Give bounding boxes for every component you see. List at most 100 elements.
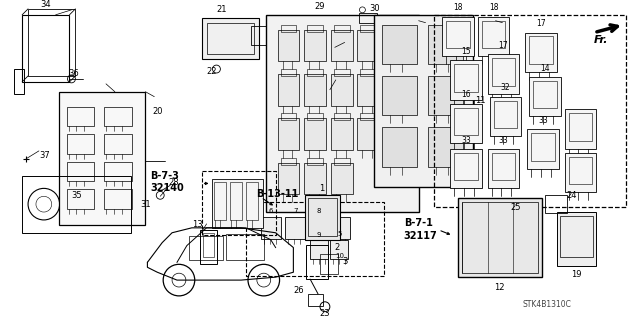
Bar (189, 236, 223, 260)
Bar (202, 171, 276, 235)
Bar (304, 118, 326, 150)
Bar (200, 230, 218, 264)
Bar (230, 182, 242, 220)
Bar (304, 74, 326, 106)
Text: 18: 18 (453, 4, 463, 12)
Bar (310, 240, 328, 259)
Text: 32117: 32117 (404, 231, 438, 241)
Text: STK4B1310C: STK4B1310C (522, 300, 571, 309)
Bar (358, 118, 379, 150)
Text: 22: 22 (206, 68, 217, 77)
Bar (227, 234, 264, 260)
Bar (478, 17, 509, 56)
Text: 14: 14 (540, 63, 550, 72)
Bar (529, 77, 561, 116)
Bar (450, 60, 482, 100)
Bar (280, 114, 296, 120)
Bar (280, 69, 296, 76)
Bar (454, 64, 478, 92)
Text: 33: 33 (538, 116, 548, 125)
Bar (360, 114, 376, 120)
Text: 5: 5 (337, 231, 342, 237)
Bar (374, 15, 473, 187)
Bar (450, 149, 482, 189)
Bar (382, 25, 417, 64)
Bar (307, 114, 323, 120)
Bar (334, 158, 349, 165)
Bar (531, 133, 555, 161)
Bar (304, 30, 326, 61)
Text: 2: 2 (335, 243, 340, 252)
Bar (285, 217, 305, 239)
Bar (331, 74, 353, 106)
Text: 33: 33 (461, 136, 471, 145)
Text: 35: 35 (71, 191, 82, 200)
Bar (446, 21, 470, 48)
Text: 12: 12 (494, 283, 505, 292)
Text: 1: 1 (319, 184, 324, 193)
Bar (557, 212, 596, 266)
Text: 18: 18 (489, 4, 499, 12)
Text: 19: 19 (571, 270, 582, 279)
Bar (307, 25, 323, 32)
Bar (104, 162, 132, 182)
Bar (266, 15, 419, 212)
Bar (334, 69, 349, 76)
Bar (490, 97, 521, 136)
Bar (525, 33, 557, 72)
Bar (462, 202, 538, 273)
Bar (307, 69, 323, 76)
Bar (280, 158, 296, 165)
Bar (59, 92, 145, 225)
Bar (22, 175, 131, 233)
Text: B-13-11: B-13-11 (256, 189, 298, 199)
Bar (67, 107, 94, 126)
Bar (492, 153, 515, 181)
Text: 9: 9 (317, 232, 321, 238)
Text: 32: 32 (500, 83, 510, 92)
Bar (488, 149, 519, 189)
Bar (435, 15, 626, 207)
Text: 16: 16 (461, 90, 471, 99)
Bar (280, 25, 296, 32)
Text: 32140: 32140 (150, 183, 184, 193)
Bar (104, 189, 132, 209)
Bar (564, 109, 596, 149)
Text: Fr.: Fr. (594, 35, 609, 45)
Bar (559, 216, 593, 257)
Bar (278, 30, 300, 61)
Bar (330, 217, 349, 239)
Text: 26: 26 (293, 286, 303, 295)
Text: 20: 20 (152, 107, 163, 116)
Bar (493, 100, 517, 128)
Bar (382, 76, 417, 115)
Bar (320, 255, 338, 274)
Bar (331, 118, 353, 150)
Text: B-7-3: B-7-3 (150, 171, 179, 181)
Text: 3: 3 (342, 257, 348, 266)
Bar (211, 179, 263, 228)
Bar (527, 129, 559, 169)
Bar (429, 76, 463, 115)
Bar (308, 294, 323, 306)
Bar (358, 30, 379, 61)
Bar (454, 108, 478, 135)
Text: 17: 17 (499, 41, 508, 50)
Bar (482, 21, 506, 48)
Bar (360, 13, 377, 23)
Text: 10: 10 (335, 253, 344, 259)
Text: 23: 23 (319, 309, 330, 318)
Text: 34: 34 (40, 0, 51, 10)
Bar (545, 195, 566, 213)
Bar (429, 25, 463, 64)
Text: 28: 28 (169, 178, 179, 187)
Text: B-7-1: B-7-1 (404, 218, 433, 228)
Bar (207, 23, 254, 54)
Text: 8: 8 (317, 208, 321, 214)
Bar (533, 81, 557, 108)
Text: 7: 7 (293, 208, 298, 214)
Text: 30: 30 (369, 4, 380, 13)
Bar (203, 233, 214, 257)
Bar (360, 25, 376, 32)
Bar (305, 195, 340, 240)
